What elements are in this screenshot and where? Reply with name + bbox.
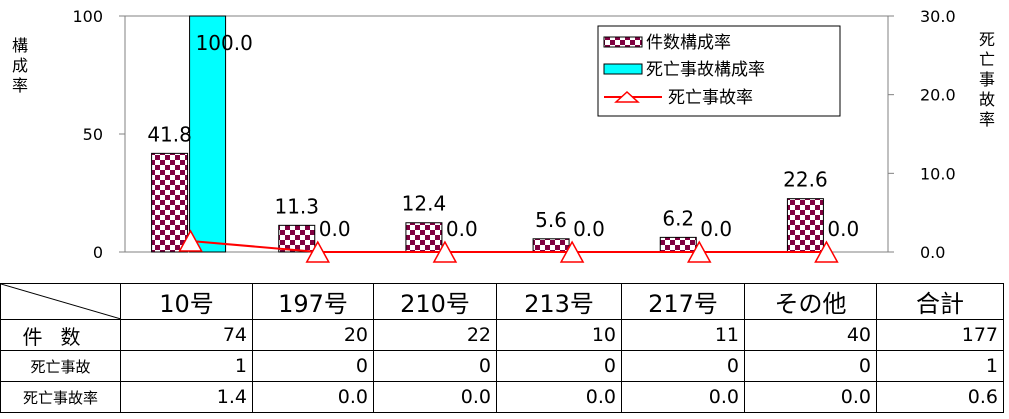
- table-cell: 0.0: [744, 381, 877, 413]
- left-tick-label: 0: [93, 243, 103, 262]
- bar-count-rate: [151, 152, 189, 253]
- data-label-fatal-share: 0.0: [573, 217, 605, 241]
- point-fatal-rate: [305, 240, 331, 263]
- table-header-cell: 10号: [120, 283, 253, 320]
- data-label-fatal-share: 0.0: [700, 217, 732, 241]
- left-axis-title: 構成率: [11, 36, 28, 95]
- table-cell: 0: [496, 350, 622, 382]
- legend-label-count-rate: 件数構成率: [646, 33, 731, 53]
- data-table: 10号 197号 210号 213号 217号 その他 合計 件数 74 20 …: [0, 283, 1004, 413]
- right-tick-label: 20.0: [920, 86, 956, 105]
- data-label-count-rate: 41.8: [147, 122, 192, 146]
- table-cell: 1: [876, 350, 1004, 382]
- table-row: 死亡事故率 1.4 0.0 0.0 0.0 0.0 0.0 0.6: [0, 381, 1004, 413]
- table-cell: 20: [252, 319, 374, 351]
- left-tick-label: 50: [83, 125, 103, 144]
- line-fatal-rate: [190, 239, 827, 253]
- data-label-count-rate: 11.3: [274, 194, 319, 218]
- bar-fatal-share: [189, 15, 227, 253]
- point-fatal-rate: [559, 240, 585, 263]
- point-fatal-rate: [686, 240, 712, 263]
- bar-count-rate: [532, 238, 570, 253]
- table-header-cell: 197号: [252, 283, 374, 320]
- table-cell: 1.4: [120, 381, 253, 413]
- data-label-fatal-share: 0.0: [827, 217, 859, 241]
- table-header-cell: 合計: [876, 283, 1004, 320]
- data-label-count-rate: 6.2: [662, 206, 694, 230]
- table-cell: 10: [496, 319, 622, 351]
- table-header-cell: 213号: [496, 283, 622, 320]
- data-label-fatal-share: 0.0: [446, 217, 478, 241]
- right-axis-title: 死亡事故率: [978, 30, 995, 129]
- table-row-label: 死亡事故率: [0, 381, 121, 413]
- table-cell: 0.6: [876, 381, 1004, 413]
- bar-count-rate: [659, 236, 697, 253]
- legend-swatch-fatal-share: [603, 63, 643, 75]
- table-cell: 11: [621, 319, 745, 351]
- table-cell: 177: [876, 319, 1004, 351]
- table-header-row: 10号 197号 210号 213号 217号 その他 合計: [0, 283, 1004, 320]
- data-label-fatal-share: 100.0: [196, 31, 253, 55]
- point-fatal-rate: [814, 240, 839, 263]
- table-row-label: 件数: [0, 319, 121, 351]
- table-cell: 40: [744, 319, 877, 351]
- right-tick-label: 0.0: [920, 243, 945, 262]
- right-tick-label: 10.0: [920, 164, 956, 183]
- table-cell: 0.0: [252, 381, 374, 413]
- right-tick-label: 30.0: [920, 7, 956, 26]
- bar-count-rate: [405, 222, 443, 253]
- data-label-count-rate: 22.6: [783, 168, 828, 192]
- table-cell: 0: [252, 350, 374, 382]
- legend-label-fatal-rate: 死亡事故率: [668, 88, 753, 108]
- legend: 件数構成率 死亡事故構成率 死亡事故率: [597, 25, 841, 117]
- table-cell: 0.0: [496, 381, 622, 413]
- left-tick-label: 100: [72, 7, 103, 26]
- data-label-count-rate: 5.6: [535, 208, 567, 232]
- point-fatal-rate: [432, 240, 458, 263]
- legend-label-fatal-share: 死亡事故構成率: [646, 60, 765, 80]
- right-axis: 30.0 20.0 10.0 0.0: [888, 7, 956, 262]
- table-row-label: 死亡事故: [0, 350, 121, 382]
- bar-count-rate: [278, 224, 316, 253]
- table-row: 死亡事故 1 0 0 0 0 0 1: [0, 350, 1004, 382]
- left-axis: 100 50 0: [72, 7, 125, 262]
- table-cell: 0: [744, 350, 877, 382]
- table-corner-cell: [0, 283, 121, 320]
- legend-marker-triangle: [614, 90, 640, 103]
- data-label-fatal-share: 0.0: [319, 217, 351, 241]
- point-fatal-rate: [178, 229, 203, 252]
- table-header-cell: 210号: [373, 283, 497, 320]
- table-header-cell: 217号: [621, 283, 745, 320]
- table-cell: 0.0: [621, 381, 745, 413]
- table-row: 件数 74 20 22 10 11 40 177: [0, 319, 1004, 351]
- bar-count-rate: [786, 198, 824, 253]
- table-cell: 74: [120, 319, 253, 351]
- table-cell: 0.0: [373, 381, 497, 413]
- data-label-count-rate: 12.4: [402, 192, 447, 216]
- legend-swatch-count-rate: [603, 36, 643, 48]
- table-header-cell: その他: [744, 283, 877, 320]
- table-cell: 1: [120, 350, 253, 382]
- table-cell: 0: [621, 350, 745, 382]
- table-cell: 0: [373, 350, 497, 382]
- table-cell: 22: [373, 319, 497, 351]
